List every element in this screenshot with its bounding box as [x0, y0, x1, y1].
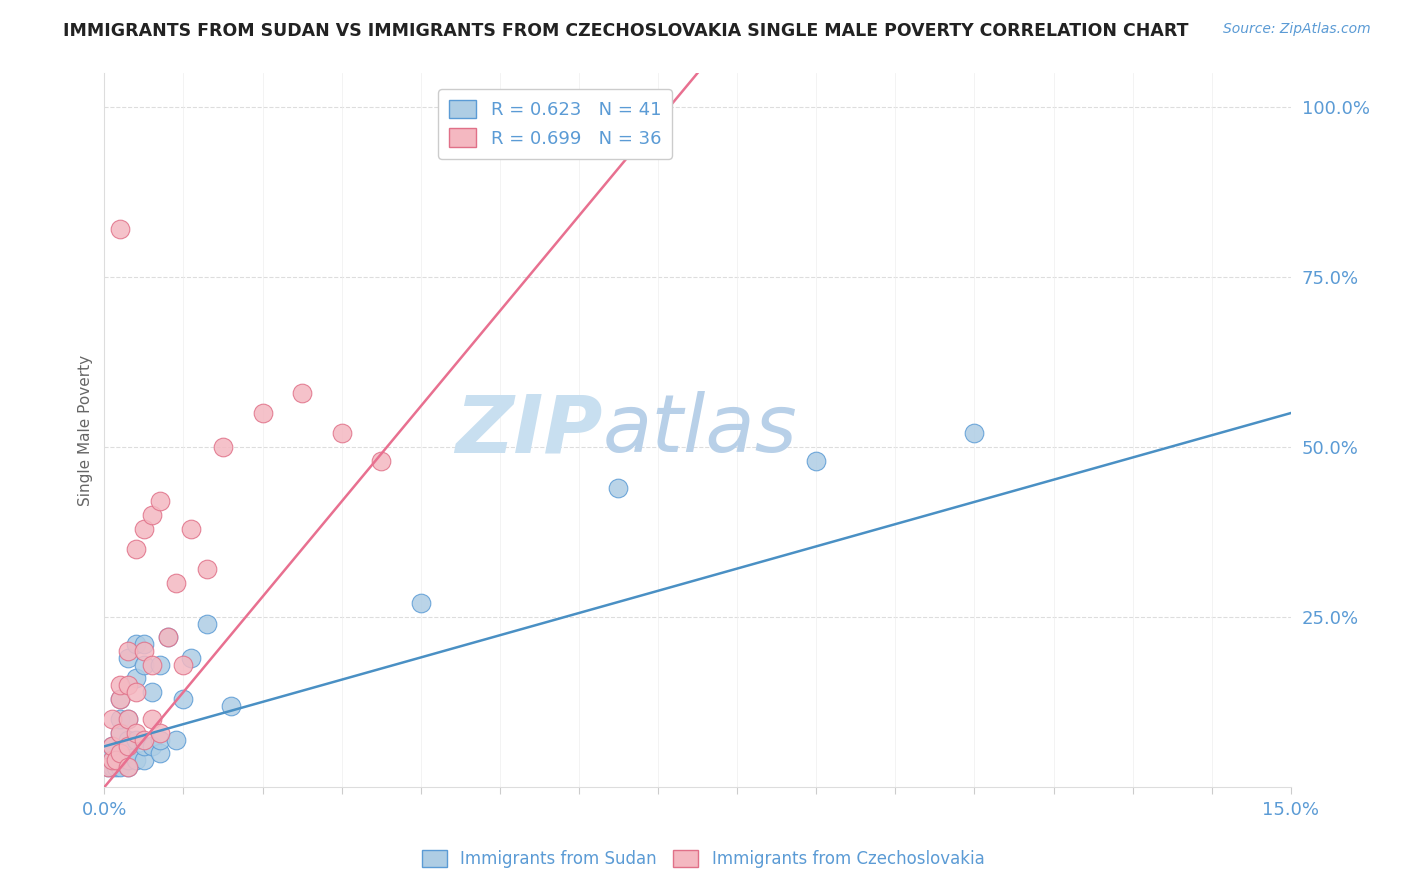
Point: [108, 691, 131, 706]
Point: [132, 637, 155, 651]
Point: [117, 739, 139, 754]
Point: [409, 597, 432, 611]
Point: [108, 746, 131, 760]
Point: [149, 746, 172, 760]
Legend: Immigrants from Sudan, Immigrants from Czechoslovakia: Immigrants from Sudan, Immigrants from C…: [415, 843, 991, 875]
Point: [108, 753, 131, 767]
Point: [141, 508, 163, 522]
Point: [172, 657, 194, 672]
Point: [252, 406, 274, 420]
Point: [291, 385, 314, 400]
Point: [108, 712, 131, 726]
Point: [180, 651, 202, 665]
Point: [172, 691, 194, 706]
Point: [806, 453, 828, 467]
Point: [132, 753, 155, 767]
Point: [219, 698, 242, 713]
Point: [108, 691, 131, 706]
Point: [108, 746, 131, 760]
Point: [97, 760, 120, 774]
Point: [117, 712, 139, 726]
Point: [132, 657, 155, 672]
Point: [117, 644, 139, 658]
Point: [117, 651, 139, 665]
Point: [149, 494, 172, 508]
Point: [330, 426, 353, 441]
Point: [149, 732, 172, 747]
Legend: R = 0.623   N = 41, R = 0.699   N = 36: R = 0.623 N = 41, R = 0.699 N = 36: [439, 89, 672, 159]
Point: [165, 732, 187, 747]
Point: [165, 576, 187, 591]
Point: [101, 753, 124, 767]
Point: [101, 712, 124, 726]
Point: [149, 725, 172, 739]
Point: [117, 760, 139, 774]
Point: [117, 753, 139, 767]
Point: [125, 732, 148, 747]
Y-axis label: Single Male Poverty: Single Male Poverty: [79, 354, 93, 506]
Point: [125, 753, 148, 767]
Point: [101, 739, 124, 754]
Point: [101, 753, 124, 767]
Point: [132, 522, 155, 536]
Point: [180, 522, 202, 536]
Point: [101, 739, 124, 754]
Point: [156, 631, 179, 645]
Point: [141, 685, 163, 699]
Point: [108, 760, 131, 774]
Point: [117, 712, 139, 726]
Point: [108, 725, 131, 739]
Point: [117, 746, 139, 760]
Point: [149, 657, 172, 672]
Text: atlas: atlas: [603, 391, 797, 469]
Point: [195, 616, 218, 631]
Point: [105, 760, 128, 774]
Point: [108, 725, 131, 739]
Point: [141, 739, 163, 754]
Point: [125, 542, 148, 557]
Point: [132, 739, 155, 754]
Point: [108, 678, 131, 692]
Point: [132, 732, 155, 747]
Point: [132, 644, 155, 658]
Point: [97, 760, 120, 774]
Point: [108, 222, 131, 236]
Point: [105, 753, 128, 767]
Point: [101, 746, 124, 760]
Text: Source: ZipAtlas.com: Source: ZipAtlas.com: [1223, 22, 1371, 37]
Point: [117, 760, 139, 774]
Point: [125, 671, 148, 685]
Text: ZIP: ZIP: [456, 391, 603, 469]
Point: [125, 637, 148, 651]
Point: [101, 760, 124, 774]
Point: [607, 481, 630, 495]
Point: [125, 685, 148, 699]
Point: [125, 725, 148, 739]
Point: [141, 712, 163, 726]
Point: [141, 657, 163, 672]
Point: [117, 732, 139, 747]
Point: [156, 631, 179, 645]
Text: IMMIGRANTS FROM SUDAN VS IMMIGRANTS FROM CZECHOSLOVAKIA SINGLE MALE POVERTY CORR: IMMIGRANTS FROM SUDAN VS IMMIGRANTS FROM…: [63, 22, 1188, 40]
Point: [963, 426, 986, 441]
Point: [195, 562, 218, 576]
Point: [117, 678, 139, 692]
Point: [212, 440, 235, 454]
Point: [370, 453, 392, 467]
